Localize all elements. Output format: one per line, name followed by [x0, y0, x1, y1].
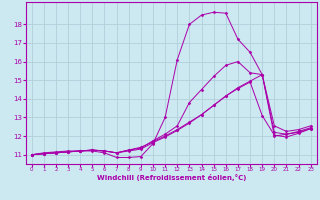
X-axis label: Windchill (Refroidissement éolien,°C): Windchill (Refroidissement éolien,°C) [97, 174, 246, 181]
